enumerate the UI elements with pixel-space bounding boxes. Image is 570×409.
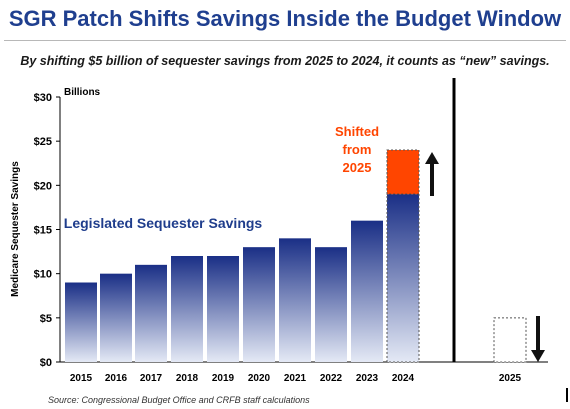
chart-title: SGR Patch Shifts Savings Inside the Budg…: [8, 6, 562, 31]
bar-shifted: [386, 149, 420, 195]
shifted-label-line: 2025: [343, 160, 372, 175]
y-axis-title: Medicare Sequester Savings: [10, 161, 21, 297]
x-tick-label: 2017: [140, 373, 163, 384]
bar-legislated: [65, 282, 97, 362]
source-note: Source: Congressional Budget Office and …: [48, 395, 310, 405]
x-tick-label: 2019: [212, 373, 235, 384]
bar-legislated: [387, 194, 419, 362]
y-tick-label: $25: [34, 136, 52, 148]
y-tick-label: $15: [34, 225, 52, 237]
x-tick-label: 2018: [176, 373, 199, 384]
y-tick-label: $20: [34, 180, 52, 192]
y-tick-label: $0: [40, 357, 52, 369]
legislated-savings-label: Legislated Sequester Savings: [64, 215, 263, 231]
bar-legislated: [243, 247, 275, 362]
bar-legislated: [351, 220, 383, 362]
shifted-label-line: from: [343, 142, 372, 157]
bar-legislated: [135, 264, 167, 362]
x-tick-label: 2022: [320, 373, 343, 384]
bar-legislated: [279, 238, 311, 362]
edge-marker: [566, 388, 568, 402]
shifted-label-line: Shifted: [335, 124, 379, 139]
x-tick-label: 2015: [70, 373, 93, 384]
down-arrow-head: [531, 350, 545, 362]
up-arrow-head: [425, 152, 439, 164]
bar-legislated: [171, 256, 203, 362]
x-tick-label: 2025: [499, 373, 522, 384]
units-label: Billions: [64, 87, 101, 98]
bar-legislated: [100, 273, 132, 362]
bar-2024-outline: [386, 149, 420, 363]
x-tick-label: 2020: [248, 373, 271, 384]
y-tick-label: $10: [34, 269, 52, 281]
x-tick-label: 2021: [284, 373, 307, 384]
chart-subtitle: By shifting $5 billion of sequester savi…: [20, 54, 550, 68]
y-tick-label: $30: [34, 92, 52, 104]
y-tick-label: $5: [40, 313, 52, 325]
bar-removed-2025: [493, 317, 527, 363]
bar-legislated: [315, 247, 347, 362]
x-tick-label: 2016: [105, 373, 128, 384]
bar-legislated: [207, 256, 239, 362]
x-tick-label: 2023: [356, 373, 379, 384]
title-divider: [4, 40, 566, 41]
x-tick-label: 2024: [392, 373, 415, 384]
